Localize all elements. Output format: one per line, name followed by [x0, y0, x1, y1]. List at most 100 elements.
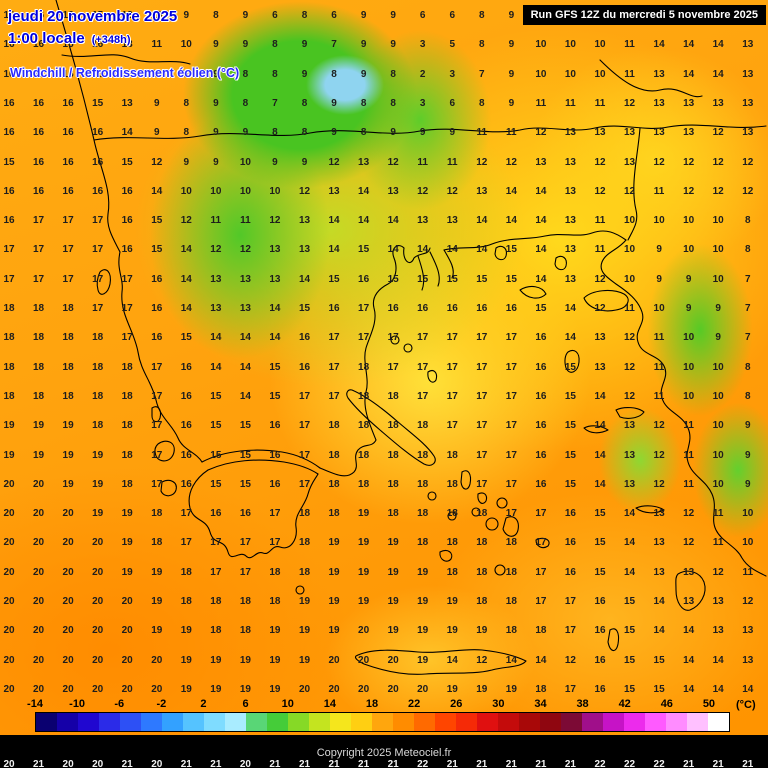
- map-value: 17: [210, 537, 222, 549]
- map-value: 11: [653, 361, 665, 373]
- map-value: 8: [301, 10, 308, 21]
- map-value: 14: [594, 420, 606, 432]
- map-value: 19: [476, 683, 488, 695]
- map-value: 12: [564, 654, 576, 666]
- map-value: 14: [358, 215, 370, 227]
- map-value: 9: [508, 97, 515, 109]
- map-value: 14: [358, 185, 370, 197]
- map-value: 12: [653, 156, 665, 168]
- map-value: 10: [742, 537, 754, 549]
- map-background[interactable]: [0, 0, 768, 735]
- map-value: 20: [32, 478, 45, 490]
- map-value: 14: [121, 127, 133, 139]
- map-value: 12: [180, 215, 192, 227]
- map-value: 16: [180, 478, 192, 490]
- map-value: 20: [3, 508, 15, 520]
- run-info-text: Run GFS 12Z du mercredi 5 novembre 2025: [530, 9, 758, 21]
- map-value: 14: [121, 68, 133, 80]
- map-value: 19: [446, 683, 458, 695]
- map-value: 6: [449, 97, 456, 109]
- map-value: 18: [239, 596, 251, 607]
- map-value: 18: [476, 537, 488, 549]
- map-value: 18: [62, 390, 74, 402]
- map-value: 12: [653, 449, 665, 461]
- map-value: 20: [298, 683, 311, 695]
- map-value: 12: [476, 156, 488, 168]
- map-value: 17: [239, 566, 251, 578]
- map-value: 13: [742, 625, 754, 637]
- map-value: 16: [535, 478, 547, 490]
- coastline-west-greece: [118, 251, 203, 463]
- map-value: 20: [32, 596, 45, 607]
- map-value: 13: [623, 420, 636, 432]
- map-value: 16: [3, 215, 15, 227]
- map-value: 17: [62, 273, 74, 285]
- map-value: 14: [239, 361, 251, 373]
- map-value: 14: [712, 39, 724, 51]
- map-value: 20: [151, 654, 163, 666]
- scale-tick-top: 26: [450, 698, 463, 710]
- map-value: 9: [183, 10, 190, 21]
- map-value: 17: [121, 273, 133, 285]
- map-value: 16: [180, 420, 192, 432]
- color-scale-segment: [561, 713, 582, 731]
- island-thasos: [494, 245, 507, 261]
- map-value: 12: [683, 156, 695, 168]
- map-value: 10: [151, 10, 163, 21]
- map-value: 15: [210, 420, 222, 432]
- map-value-clipped: 20: [3, 759, 15, 768]
- map-value: 20: [121, 596, 133, 607]
- map-value: 14: [417, 244, 429, 256]
- map-subtitle: Windchill / Refroidissement éolien (°C): [10, 66, 240, 80]
- map-value: 16: [121, 215, 133, 227]
- map-value: 9: [360, 68, 367, 80]
- map-value: 14: [683, 625, 695, 637]
- map-value: 11: [594, 244, 606, 256]
- map-value: 10: [269, 185, 281, 197]
- map-value: 17: [151, 478, 163, 490]
- map-value: 16: [62, 127, 74, 139]
- map-value: 20: [121, 683, 133, 695]
- color-scale-segment: [162, 713, 183, 731]
- map-value: 13: [623, 127, 636, 139]
- color-scale-segment: [603, 713, 624, 731]
- map-value: 9: [508, 39, 515, 51]
- map-value: 20: [3, 596, 15, 607]
- map-value: 18: [535, 683, 547, 695]
- map-value: 17: [564, 625, 576, 637]
- map-value: 18: [62, 332, 74, 344]
- map-value: 8: [213, 10, 219, 21]
- map-value: 17: [446, 332, 458, 344]
- map-value: 15: [564, 478, 576, 490]
- scale-tick-top: 10: [281, 698, 294, 710]
- map-value: 8: [744, 244, 751, 256]
- island-mykonos: [496, 497, 508, 509]
- map-value: 11: [151, 68, 163, 80]
- map-value: 15: [564, 361, 576, 373]
- map-value: 10: [683, 332, 695, 344]
- map-value: 15: [92, 97, 104, 109]
- map-value: 18: [92, 390, 104, 402]
- map-value: 16: [210, 508, 222, 520]
- map-value: 20: [92, 654, 104, 666]
- color-scale-segment: [477, 713, 498, 731]
- color-scale-segment: [435, 713, 456, 731]
- coastline-gulf-corinth-south: [207, 459, 319, 475]
- map-value: 20: [32, 508, 45, 520]
- map-value: 17: [358, 332, 370, 344]
- map-value: 18: [269, 566, 281, 578]
- map-value: 7: [744, 303, 751, 314]
- map-value: 12: [446, 185, 458, 197]
- map-value: 20: [151, 683, 163, 695]
- map-value: 18: [32, 361, 45, 373]
- map-value: 18: [387, 420, 399, 432]
- map-value: 5: [449, 39, 456, 51]
- map-value: 14: [653, 625, 665, 637]
- map-value: 13: [328, 185, 340, 197]
- map-value: 17: [32, 244, 45, 256]
- map-value: 14: [594, 478, 606, 490]
- map-value: 10: [594, 39, 606, 51]
- map-value: 17: [505, 390, 517, 402]
- map-value: 7: [744, 332, 751, 344]
- map-value-clipped: 21: [269, 759, 281, 768]
